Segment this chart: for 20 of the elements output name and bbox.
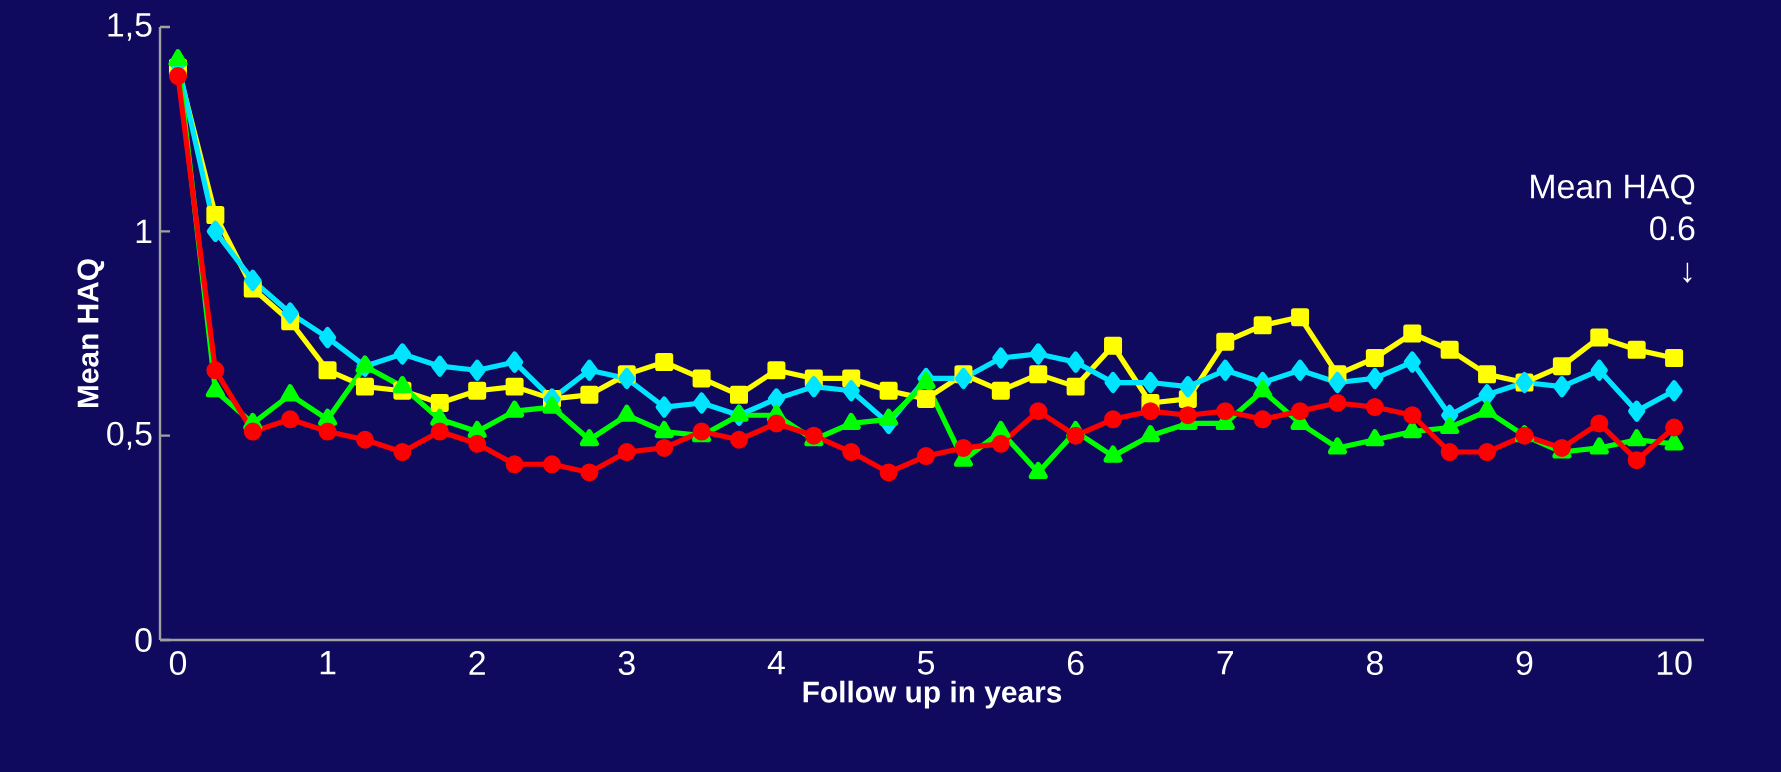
y-axis-title: Mean HAQ	[77, 259, 105, 408]
x-axis-title: Follow up in years	[803, 680, 1062, 709]
x-tick-label: 1	[320, 651, 336, 675]
annotation: 0.6	[1650, 216, 1695, 241]
x-tick-label: 3	[618, 651, 635, 676]
y-tick-label: 0	[135, 628, 152, 652]
x-tick-label: 5	[917, 651, 935, 675]
x-tick-label: 9	[1516, 651, 1533, 676]
x-tick-label: 10	[1657, 651, 1692, 676]
x-tick-label: 7	[1217, 651, 1233, 675]
annotation: Mean HAQ	[1531, 174, 1695, 205]
x-tick-label: 6	[1067, 651, 1084, 676]
y-tick-label: 0,5	[107, 421, 152, 450]
x-tick-label: 0	[169, 651, 187, 676]
x-tick-label: 2	[469, 651, 485, 675]
annotation: ↓	[1683, 262, 1692, 283]
x-tick-label: 4	[767, 651, 785, 675]
y-tick-label: 1	[136, 219, 152, 243]
x-tick-label: 8	[1366, 651, 1383, 676]
y-tick-label: 1,5	[108, 13, 152, 41]
